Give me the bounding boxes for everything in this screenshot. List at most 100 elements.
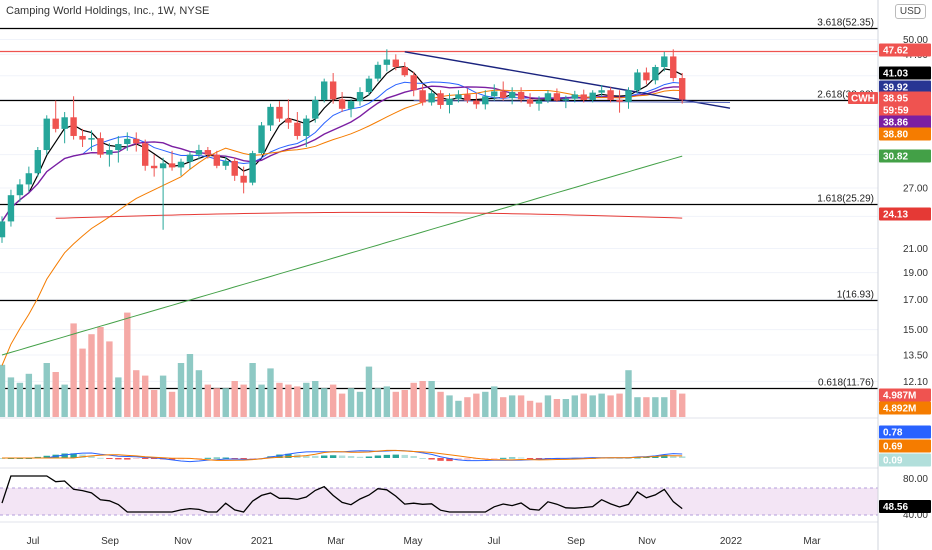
candle-body bbox=[142, 143, 149, 166]
x-tick-label: Jul bbox=[488, 536, 501, 547]
volume-bar bbox=[517, 395, 525, 417]
volume-bar bbox=[419, 381, 426, 417]
candle-body bbox=[294, 122, 301, 136]
x-tick-label: 2022 bbox=[720, 536, 743, 547]
volume-bar bbox=[643, 397, 650, 417]
candle-body bbox=[321, 81, 328, 100]
price-tag bbox=[879, 115, 931, 129]
volume-bar bbox=[294, 386, 301, 417]
volume-tag-label: 4.892M bbox=[883, 404, 916, 415]
candle-body bbox=[258, 125, 265, 154]
price-tag-label: 39.92 bbox=[883, 83, 908, 94]
macd-histogram-bar bbox=[679, 456, 686, 458]
volume-bar bbox=[321, 388, 328, 417]
macd-histogram-bar bbox=[661, 454, 668, 458]
x-tick-label: Mar bbox=[803, 536, 821, 547]
candle-body bbox=[661, 56, 668, 67]
macd-histogram-bar bbox=[115, 458, 122, 460]
volume-bar bbox=[7, 377, 15, 417]
volume-bar bbox=[231, 381, 238, 417]
candle-body bbox=[410, 75, 417, 91]
volume-bar bbox=[222, 388, 229, 417]
candle-body bbox=[240, 175, 247, 183]
volume-bar bbox=[61, 384, 68, 417]
volume-bar bbox=[679, 393, 686, 417]
volume-bar bbox=[312, 381, 319, 417]
rsi-tag-label: 48.56 bbox=[883, 502, 908, 513]
fib-level-label: 1.618(25.29) bbox=[817, 194, 874, 205]
price-tag-label: 59:59 bbox=[883, 106, 909, 117]
rsi-band-fill bbox=[0, 488, 878, 515]
x-tick-label: Nov bbox=[638, 536, 656, 547]
candle-body bbox=[455, 94, 462, 99]
volume-bar bbox=[303, 382, 310, 417]
candle-body bbox=[544, 93, 552, 101]
candle-body bbox=[356, 92, 364, 102]
macd-histogram-bar bbox=[625, 457, 632, 459]
macd-histogram-bar bbox=[34, 456, 41, 458]
y-tick-label: 17.00 bbox=[903, 295, 928, 306]
candle-body bbox=[571, 94, 578, 99]
volume-bar bbox=[446, 395, 453, 417]
candle-body bbox=[625, 90, 632, 102]
candle-body bbox=[607, 90, 614, 100]
ma-green-line bbox=[1, 155, 683, 356]
volume-bar bbox=[607, 395, 614, 417]
candle-body bbox=[177, 161, 185, 168]
candles bbox=[0, 49, 686, 243]
volume-bar bbox=[589, 395, 596, 417]
price-tag bbox=[879, 91, 931, 105]
macd-histogram-bar bbox=[383, 454, 391, 458]
candle-body bbox=[61, 117, 68, 129]
volume-bar bbox=[392, 391, 399, 417]
price-tag bbox=[879, 103, 931, 117]
y-tick-label: 21.00 bbox=[903, 244, 928, 255]
volume-bar bbox=[491, 386, 498, 417]
volume-bar bbox=[79, 348, 86, 417]
candle-body bbox=[133, 138, 140, 144]
macd-histogram-bar bbox=[43, 455, 50, 458]
volume-bar bbox=[544, 395, 552, 417]
price-tag-label: 30.82 bbox=[883, 152, 908, 163]
fib-level-label: 1(16.93) bbox=[837, 290, 874, 301]
macd-histogram-bar bbox=[88, 455, 95, 458]
candle-body bbox=[124, 138, 131, 145]
macd-histogram-bar bbox=[133, 458, 140, 459]
macd-histogram-bar bbox=[106, 458, 113, 459]
candle-body bbox=[285, 118, 292, 123]
ticker-tag bbox=[848, 92, 878, 104]
macd-histogram-bar bbox=[455, 458, 462, 461]
candle-body bbox=[392, 59, 399, 67]
candle-body bbox=[88, 138, 95, 140]
macd-histogram-bar bbox=[338, 455, 346, 458]
macd-histogram-bar bbox=[526, 458, 534, 459]
volume-bar bbox=[106, 341, 113, 417]
macd-histogram-bar bbox=[303, 455, 310, 458]
candle-body bbox=[0, 221, 6, 238]
candle-body bbox=[16, 184, 24, 196]
volume-bar bbox=[464, 397, 471, 417]
rsi-level-label: 40.00 bbox=[903, 510, 928, 521]
volume-bar bbox=[25, 373, 33, 417]
candle-body bbox=[150, 165, 158, 169]
candle-body bbox=[643, 72, 650, 81]
volume-tag bbox=[879, 401, 931, 415]
currency-button[interactable]: USD bbox=[894, 4, 926, 19]
price-tag-label: 41.03 bbox=[883, 69, 908, 80]
candle-body bbox=[70, 117, 77, 136]
volume-bar bbox=[634, 397, 641, 417]
macd-histogram-bar bbox=[356, 456, 364, 458]
candle-body bbox=[437, 93, 444, 105]
trendlines bbox=[404, 51, 731, 109]
candle-body bbox=[312, 99, 319, 119]
macd-histogram-bar bbox=[70, 453, 77, 458]
candle-body bbox=[428, 93, 435, 103]
volume-bar bbox=[625, 370, 632, 417]
candle-body bbox=[249, 153, 256, 183]
candle-body bbox=[508, 92, 516, 99]
macd-histogram-bar bbox=[97, 457, 104, 459]
volume-bar bbox=[652, 397, 659, 417]
candle-body bbox=[43, 118, 50, 151]
volume-bar bbox=[177, 363, 185, 417]
